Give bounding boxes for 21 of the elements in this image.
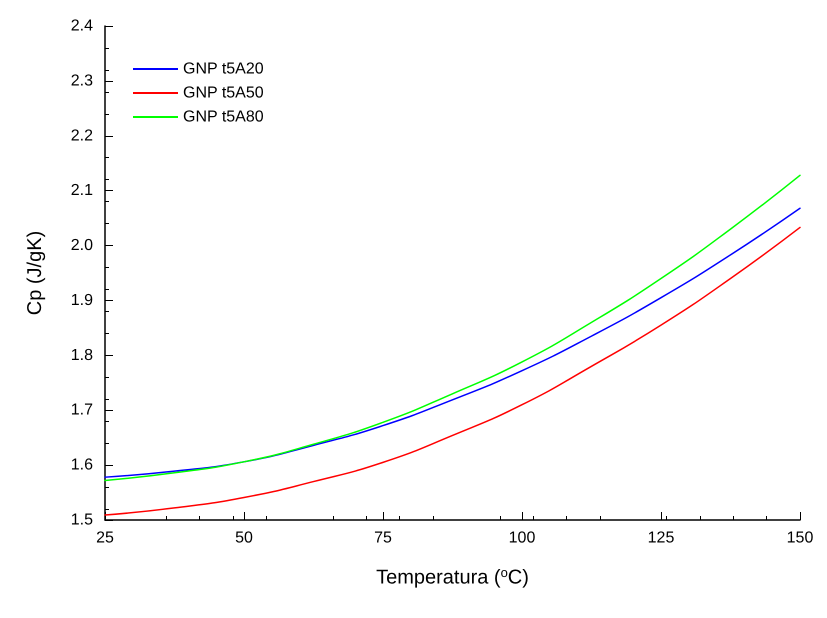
x-tick-label: 100 [508,530,536,546]
x-tick-label: 50 [235,530,253,546]
y-tick-label: 2.3 [70,72,94,90]
y-tick-label: 1.6 [70,456,94,474]
y-tick-label: 2.2 [70,127,94,144]
y-tick-label: 2.4 [70,18,94,34]
legend-label: GNP t5A80 [183,108,264,126]
legend-label: GNP t5A20 [183,60,264,78]
legend-label: GNP t5A50 [183,84,264,102]
x-tick-label: 75 [374,530,392,546]
x-tick-label: 150 [786,530,814,546]
y-tick-label: 2.0 [70,237,94,254]
x-tick-label: 125 [648,530,674,546]
y-tick-label: 1.9 [70,292,94,309]
y-tick-label: 1.7 [70,402,94,419]
y-tick-label: 2.1 [70,182,94,200]
y-tick-label: 1.5 [70,512,94,528]
x-tick-label: 25 [96,530,114,546]
y-axis-title: Cp (J/gK) [24,230,46,316]
y-tick-label: 1.8 [70,346,94,364]
line-series [104,226,801,516]
